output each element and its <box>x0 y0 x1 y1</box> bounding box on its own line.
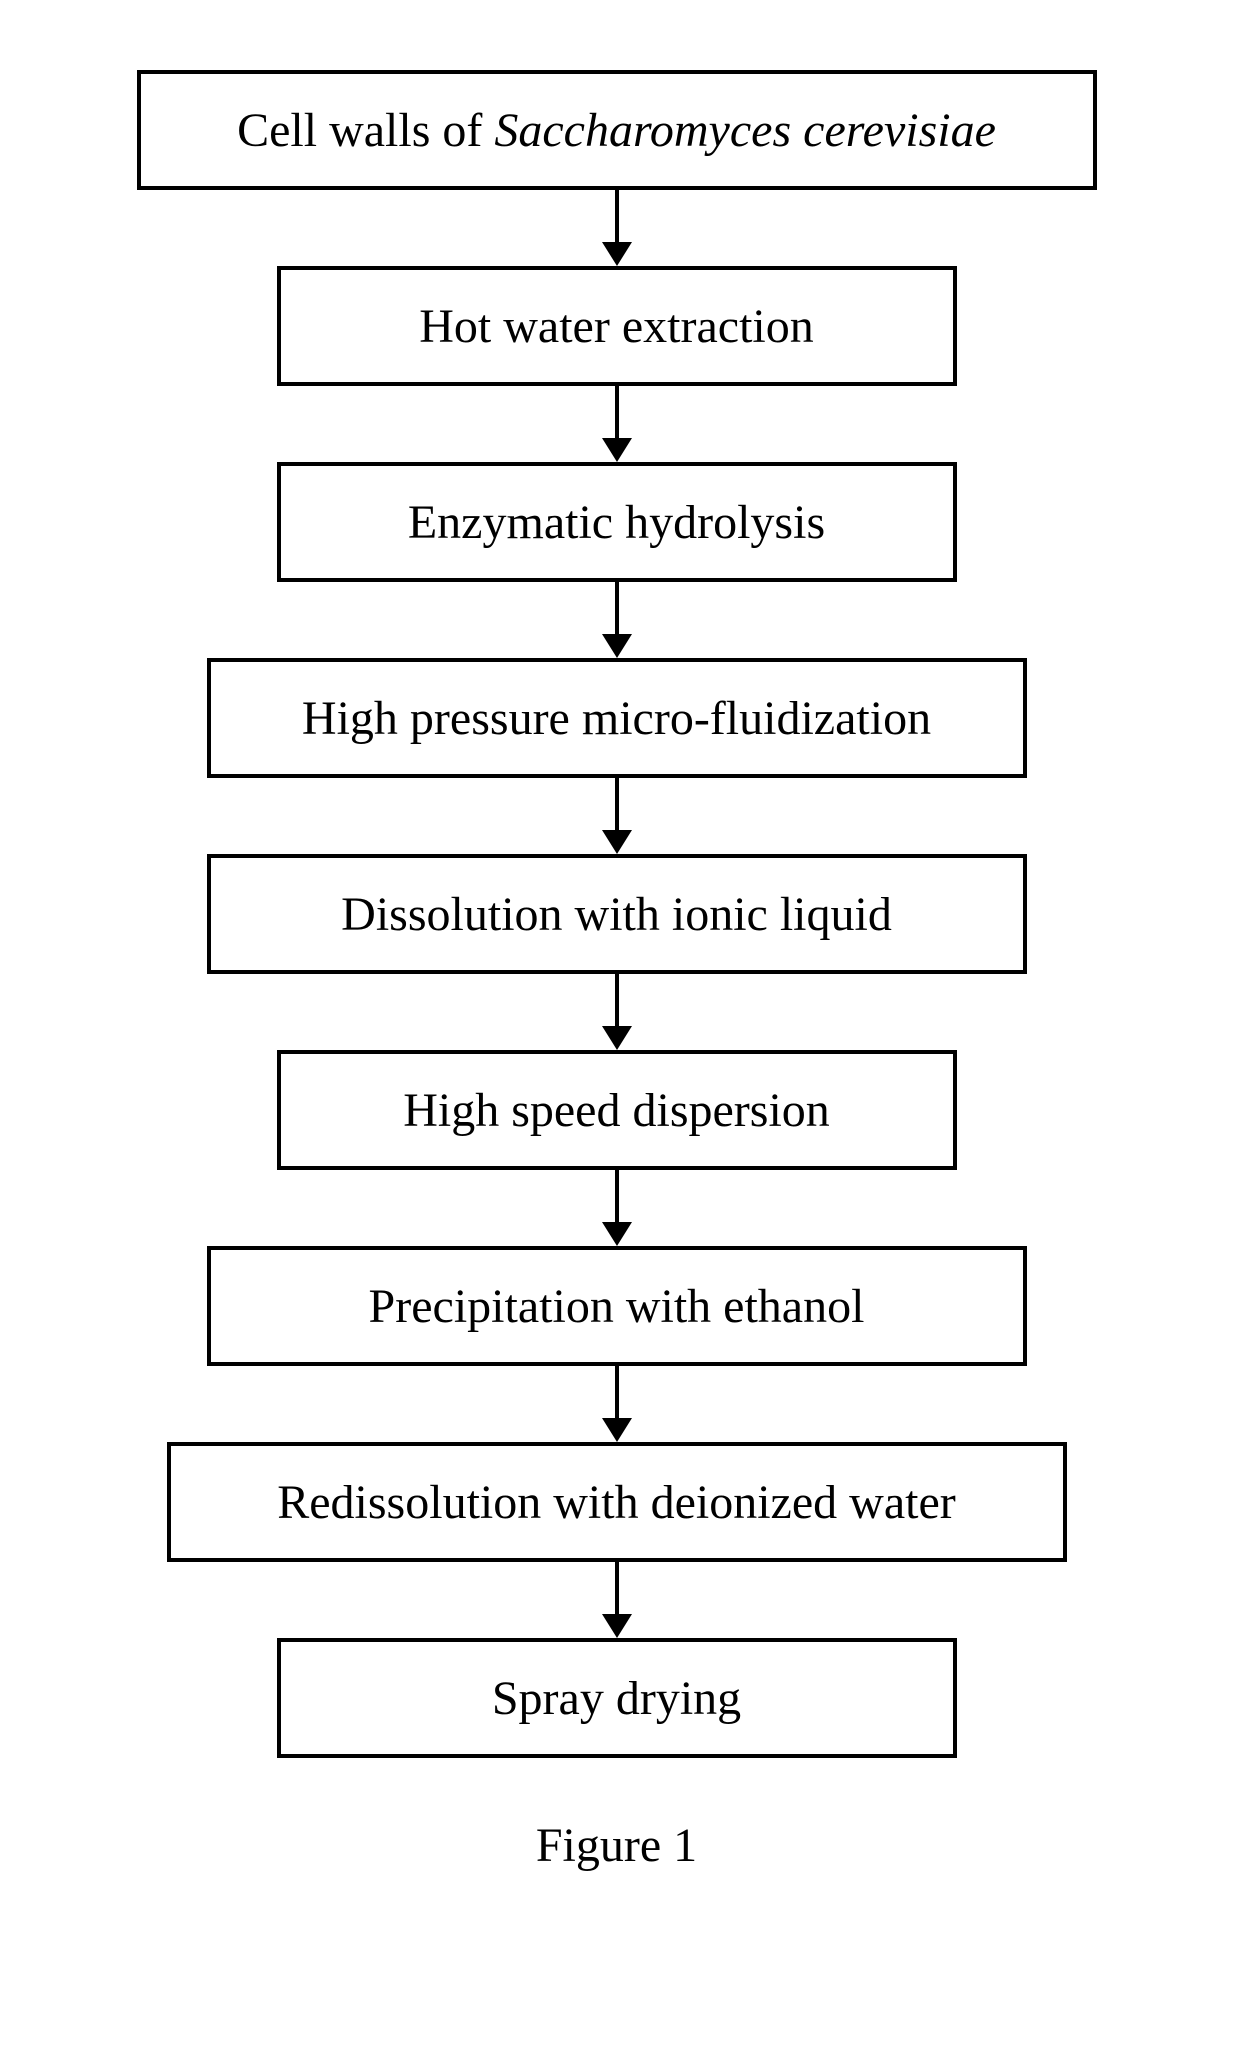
flowchart-node-n8: Redissolution with deionized water <box>167 1442 1067 1562</box>
flowchart-arrow-7 <box>602 1562 632 1638</box>
flowchart-node-n7: Precipitation with ethanol <box>207 1246 1027 1366</box>
flowchart-arrow-0 <box>602 190 632 266</box>
flowchart-arrow-2 <box>602 582 632 658</box>
flowchart-arrow-6 <box>602 1366 632 1442</box>
flowchart-node-label-n8: Redissolution with deionized water <box>277 1475 956 1530</box>
flowchart-container: Cell walls of Saccharomyces cerevisiae Ho… <box>0 70 1233 1873</box>
flowchart-node-label-n5: Dissolution with ionic liquid <box>341 887 892 942</box>
flowchart-node-n5: Dissolution with ionic liquid <box>207 854 1027 974</box>
flowchart-arrow-5 <box>602 1170 632 1246</box>
flowchart-node-n9: Spray drying <box>277 1638 957 1758</box>
figure-caption: Figure 1 <box>536 1818 697 1873</box>
flowchart-arrow-1 <box>602 386 632 462</box>
flowchart-node-n6: High speed dispersion <box>277 1050 957 1170</box>
flowchart-node-label-n3: Enzymatic hydrolysis <box>408 495 825 550</box>
flowchart-node-n3: Enzymatic hydrolysis <box>277 462 957 582</box>
flowchart-node-label-n4: High pressure micro-fluidization <box>302 691 931 746</box>
flowchart-node-label-n9: Spray drying <box>492 1671 741 1726</box>
flowchart-node-label-n6: High speed dispersion <box>403 1083 830 1138</box>
flowchart-arrow-4 <box>602 974 632 1050</box>
flowchart-node-label-n7: Precipitation with ethanol <box>369 1279 865 1334</box>
flowchart-node-n4: High pressure micro-fluidization <box>207 658 1027 778</box>
flowchart-node-label-n2: Hot water extraction <box>419 299 814 354</box>
flowchart-node-label-n1: Cell walls of Saccharomyces cerevisiae <box>237 103 996 158</box>
flowchart-node-n1: Cell walls of Saccharomyces cerevisiae <box>137 70 1097 190</box>
flowchart-arrow-3 <box>602 778 632 854</box>
flowchart-node-n2: Hot water extraction <box>277 266 957 386</box>
